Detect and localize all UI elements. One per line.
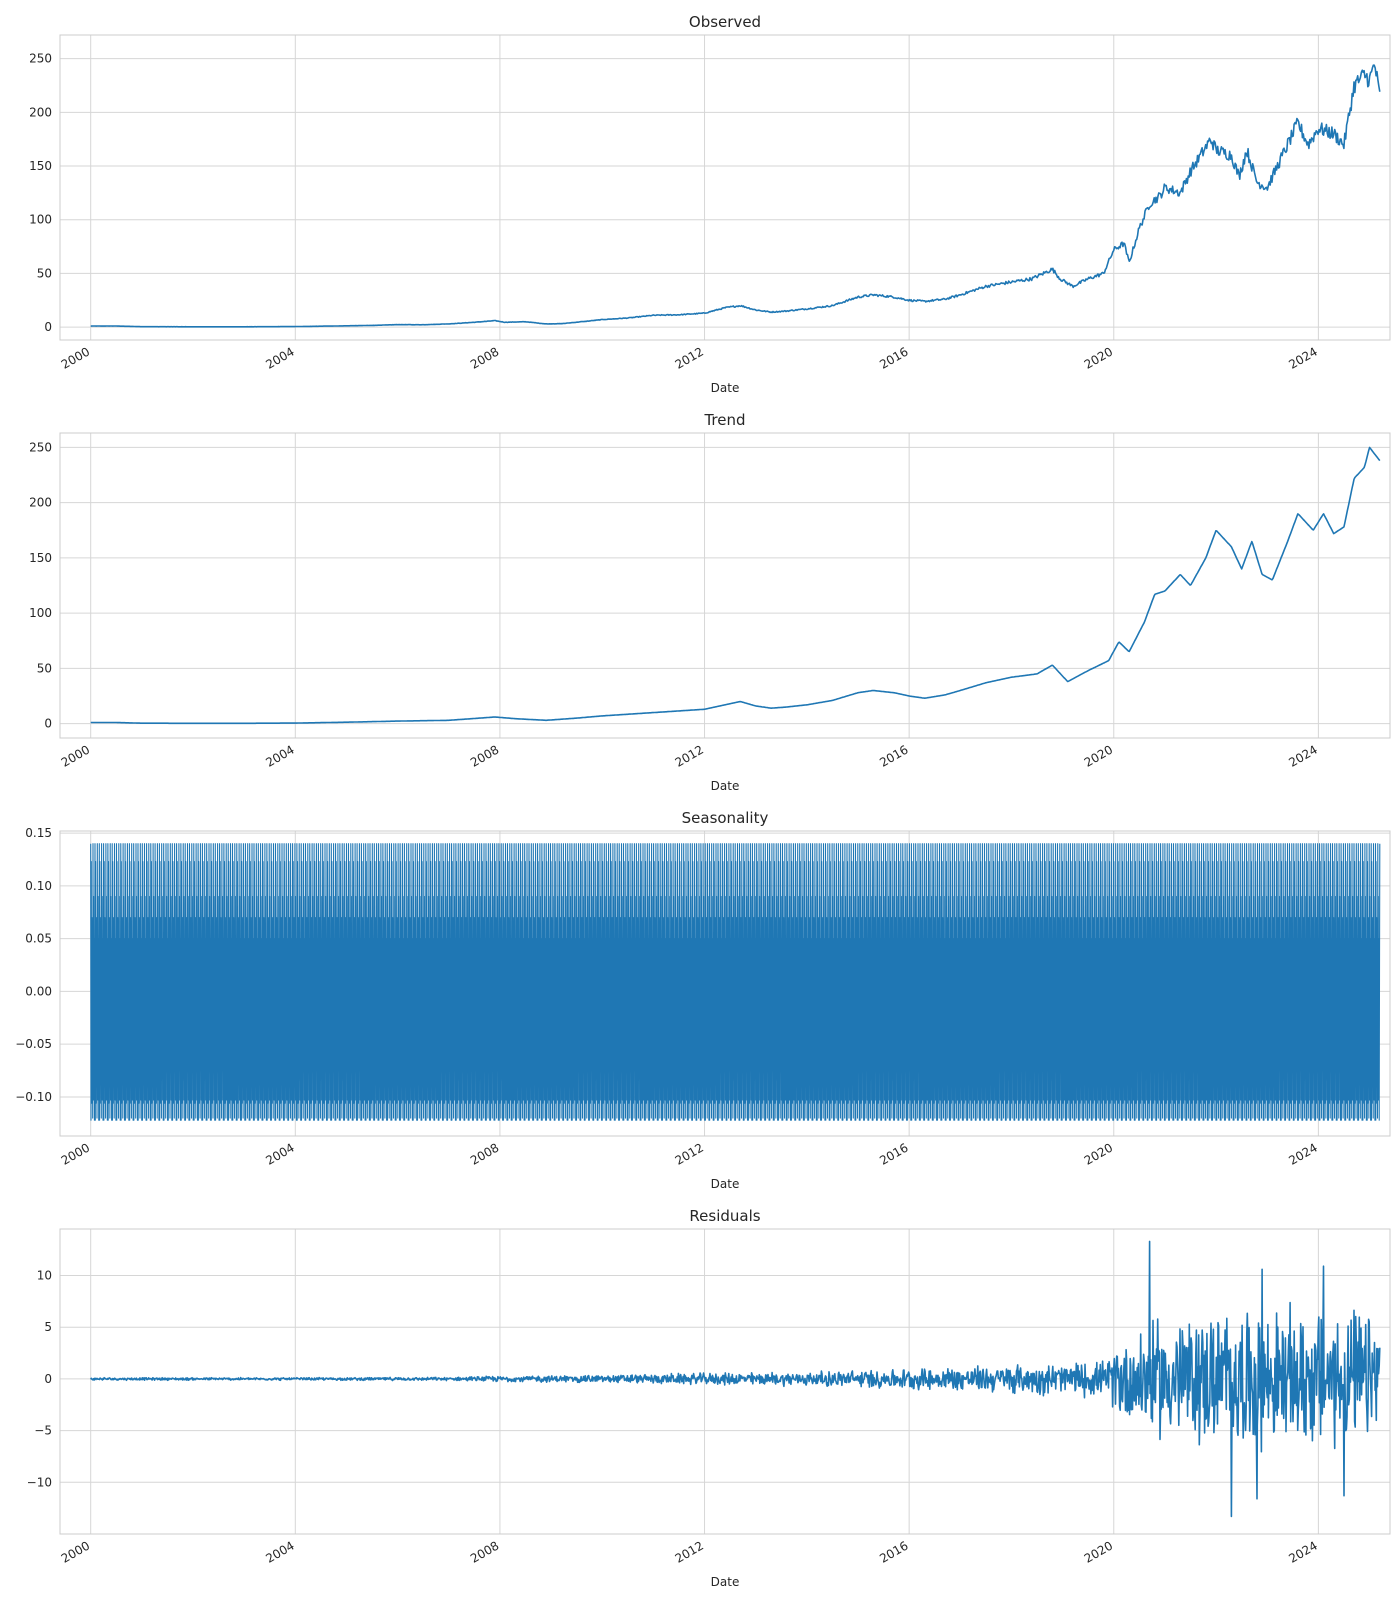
series-line [90, 446, 1381, 725]
y-tick-label: 250 [29, 440, 52, 454]
series-line [90, 64, 1381, 328]
y-tick-label: 10 [37, 1269, 52, 1283]
axes-frame-observed [59, 34, 1391, 341]
y-tick-label: 100 [29, 606, 52, 620]
y-tick-label: 150 [29, 159, 52, 173]
x-axis-label-trend: Date [711, 779, 740, 793]
y-tick-label: 100 [29, 213, 52, 227]
panel-title-observed: Observed [689, 13, 761, 31]
x-axis-label-observed: Date [711, 381, 740, 395]
y-tick-label: 50 [37, 661, 52, 675]
x-axis-label-residuals: Date [711, 1575, 740, 1589]
yticks-seasonality: −0.10 −0.05 0.00 0.05 0.10 0.15 [15, 826, 52, 1104]
y-tick-label: 200 [29, 496, 52, 510]
series-residuals [89, 1240, 1381, 1518]
series-line [90, 843, 1381, 1121]
x-axis-label-seasonality: Date [711, 1177, 740, 1191]
yticks-trend: 0 50 100 150 200 250 [29, 440, 52, 730]
axes-frame-trend [59, 432, 1391, 739]
axes-frame-seasonality [59, 830, 1391, 1137]
y-tick-label: −0.10 [15, 1090, 52, 1104]
y-tick-label: −0.05 [15, 1037, 52, 1051]
axes-frame-residuals [59, 1228, 1391, 1535]
grid-trend [60, 433, 1390, 738]
y-tick-label: 250 [29, 52, 52, 66]
yticks-residuals: −10 −5 0 5 10 [27, 1269, 52, 1490]
y-tick-label: 200 [29, 105, 52, 119]
y-tick-label: 0 [44, 320, 52, 334]
y-tick-label: 0.00 [25, 984, 52, 998]
y-tick-label: 5 [44, 1320, 52, 1334]
series-observed [90, 64, 1381, 328]
panel-title-residuals: Residuals [689, 1207, 760, 1225]
y-tick-label: 150 [29, 551, 52, 565]
y-tick-label: 0.15 [25, 826, 52, 840]
panel-title-trend: Trend [703, 411, 745, 429]
y-tick-label: 0 [44, 1372, 52, 1386]
yticks-observed: 0 50 100 150 200 250 [29, 52, 52, 334]
series-seasonality [90, 843, 1381, 1121]
grid-observed [60, 35, 1390, 340]
y-tick-label: 0.05 [25, 932, 52, 946]
y-tick-label: −10 [27, 1475, 52, 1489]
y-tick-label: 50 [37, 266, 52, 280]
panel-title-seasonality: Seasonality [682, 809, 769, 827]
series-trend [90, 446, 1381, 725]
series-line [89, 1240, 1381, 1518]
y-tick-label: 0.10 [25, 879, 52, 893]
y-tick-label: −5 [34, 1424, 52, 1438]
y-tick-label: 0 [44, 717, 52, 731]
